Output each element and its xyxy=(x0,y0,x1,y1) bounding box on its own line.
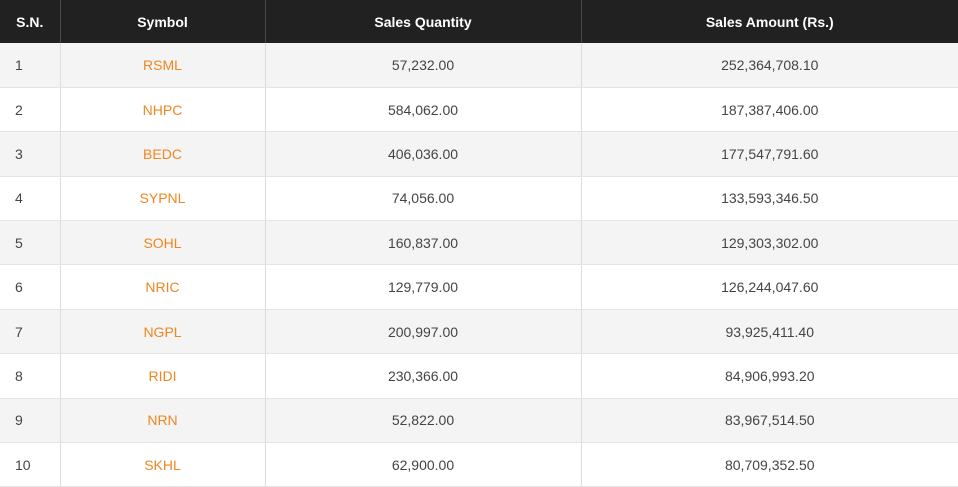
row-sales-amount: 126,244,047.60 xyxy=(581,264,958,310)
row-symbol-cell: NRIC xyxy=(60,264,266,310)
table-body: 1 RSML 57,232.00 252,364,708.10 2 NHPC 584,062… xyxy=(0,43,958,487)
row-symbol-cell: SKHL xyxy=(60,442,266,487)
header-sales-quantity: Sales Quantity xyxy=(265,0,582,43)
header-symbol: Symbol xyxy=(60,0,266,43)
row-sales-amount: 129,303,302.00 xyxy=(581,220,958,266)
row-sales-amount: 84,906,993.20 xyxy=(581,353,958,399)
symbol-link[interactable]: RIDI xyxy=(148,367,177,384)
row-sales-quantity: 62,900.00 xyxy=(265,442,582,487)
table-row: 8 RIDI 230,366.00 84,906,993.20 xyxy=(0,353,958,399)
table-row: 4 SYPNL 74,056.00 133,593,346.50 xyxy=(0,176,958,222)
row-sales-amount: 177,547,791.60 xyxy=(581,131,958,177)
row-sales-amount: 187,387,406.00 xyxy=(581,87,958,133)
row-sales-quantity: 160,837.00 xyxy=(265,220,582,266)
row-sales-amount: 133,593,346.50 xyxy=(581,176,958,222)
row-sales-amount: 93,925,411.40 xyxy=(581,309,958,355)
row-sales-quantity: 52,822.00 xyxy=(265,398,582,444)
symbol-link[interactable]: RSML xyxy=(143,56,182,73)
row-symbol-cell: RIDI xyxy=(60,353,266,399)
row-symbol-cell: BEDC xyxy=(60,131,266,177)
row-sn: 3 xyxy=(0,131,61,177)
row-symbol-cell: SOHL xyxy=(60,220,266,266)
row-sales-quantity: 129,779.00 xyxy=(265,264,582,310)
row-sales-quantity: 57,232.00 xyxy=(265,43,582,88)
symbol-link[interactable]: NRIC xyxy=(145,279,180,296)
row-sales-amount: 83,967,514.50 xyxy=(581,398,958,444)
row-symbol-cell: SYPNL xyxy=(60,176,266,222)
row-sn: 6 xyxy=(0,264,61,310)
row-sn: 2 xyxy=(0,87,61,133)
table-row: 9 NRN 52,822.00 83,967,514.50 xyxy=(0,398,958,444)
table-row: 1 RSML 57,232.00 252,364,708.10 xyxy=(0,43,958,88)
symbol-link[interactable]: SYPNL xyxy=(139,190,186,207)
row-sn: 1 xyxy=(0,43,61,88)
row-sales-amount: 80,709,352.50 xyxy=(581,442,958,487)
table-row: 3 BEDC 406,036.00 177,547,791.60 xyxy=(0,131,958,177)
symbol-link[interactable]: SKHL xyxy=(144,456,181,473)
table-header: S.N. Symbol Sales Quantity Sales Amount … xyxy=(0,0,958,43)
row-sn: 9 xyxy=(0,398,61,444)
row-symbol-cell: NGPL xyxy=(60,309,266,355)
symbol-link[interactable]: NGPL xyxy=(143,323,182,340)
row-sn: 7 xyxy=(0,309,61,355)
row-sales-quantity: 406,036.00 xyxy=(265,131,582,177)
table-row: 5 SOHL 160,837.00 129,303,302.00 xyxy=(0,220,958,266)
header-row: S.N. Symbol Sales Quantity Sales Amount … xyxy=(0,0,958,43)
row-sn: 4 xyxy=(0,176,61,222)
header-sn: S.N. xyxy=(0,0,61,43)
table-row: 10 SKHL 62,900.00 80,709,352.50 xyxy=(0,442,958,487)
row-sn: 5 xyxy=(0,220,61,266)
row-sales-amount: 252,364,708.10 xyxy=(581,43,958,88)
row-sales-quantity: 584,062.00 xyxy=(265,87,582,133)
row-sn: 8 xyxy=(0,353,61,399)
symbol-link[interactable]: NHPC xyxy=(142,101,183,118)
row-symbol-cell: NRN xyxy=(60,398,266,444)
symbol-link[interactable]: BEDC xyxy=(143,145,182,162)
row-sales-quantity: 200,997.00 xyxy=(265,309,582,355)
row-symbol-cell: RSML xyxy=(60,43,266,88)
row-symbol-cell: NHPC xyxy=(60,87,266,133)
table-row: 7 NGPL 200,997.00 93,925,411.40 xyxy=(0,309,958,355)
symbol-link[interactable]: SOHL xyxy=(143,234,182,251)
table-row: 2 NHPC 584,062.00 187,387,406.00 xyxy=(0,87,958,133)
row-sn: 10 xyxy=(0,442,61,487)
row-sales-quantity: 230,366.00 xyxy=(265,353,582,399)
symbol-link[interactable]: NRN xyxy=(147,412,178,429)
header-sales-amount: Sales Amount (Rs.) xyxy=(705,13,834,30)
row-sales-quantity: 74,056.00 xyxy=(265,176,582,222)
table-row: 6 NRIC 129,779.00 126,244,047.60 xyxy=(0,264,958,310)
